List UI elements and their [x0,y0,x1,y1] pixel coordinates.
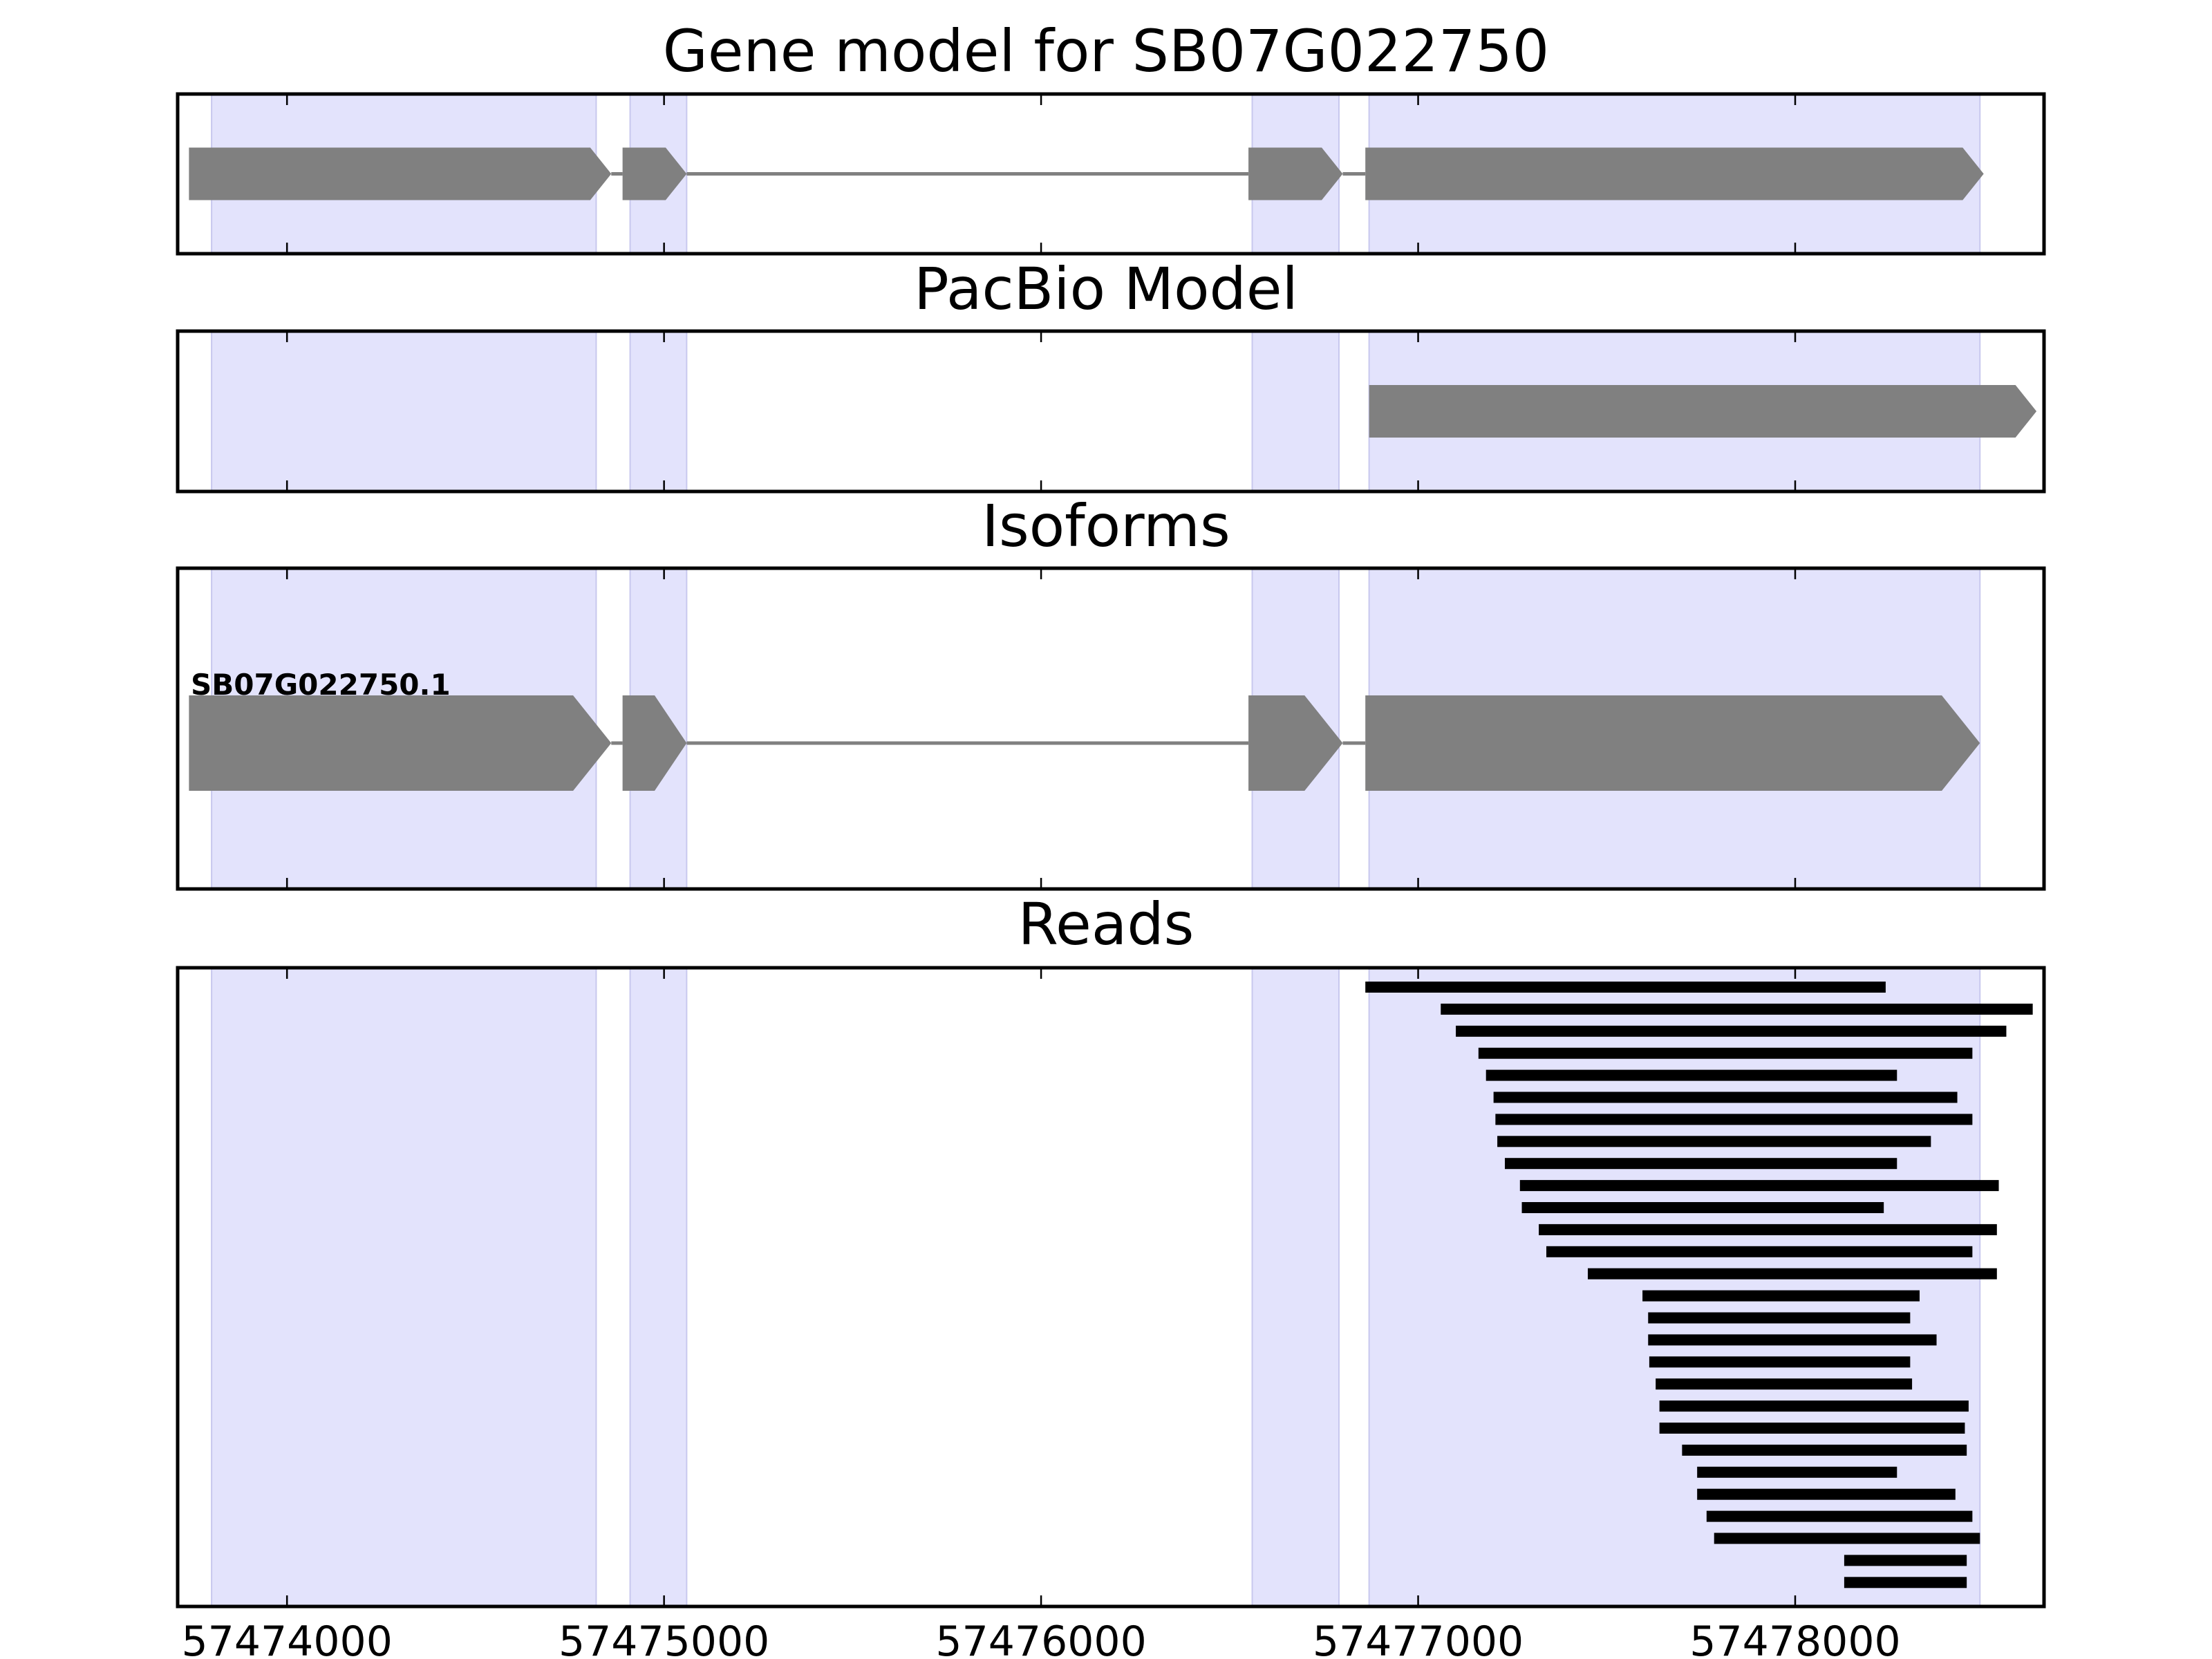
read-bar [1497,1136,1931,1147]
read-bar [1521,1202,1884,1213]
read-bar [1844,1577,1967,1588]
panel-content [176,566,2046,891]
pacbio-model-title: PacBio Model [914,255,1298,323]
gene-model-panel [176,92,2046,256]
read-bar [1456,1025,2007,1037]
exon-block [622,695,687,791]
panel-content [176,329,2046,494]
read-bar [1441,1003,2033,1015]
exon-block [1365,147,1984,200]
read-bar [1539,1224,1997,1235]
exon-block [189,695,612,791]
x-tick-label: 57475000 [559,1618,769,1659]
read-bar [1505,1158,1897,1170]
highlight-region [629,330,688,492]
read-bar [1493,1091,1958,1103]
highlight-region [629,967,688,1607]
x-tick-label: 57477000 [1313,1618,1524,1659]
read-bar [1546,1246,1973,1257]
isoforms-panel: SB07G022750.1 [176,566,2046,891]
highlight-region [1251,330,1340,492]
highlight-region [211,967,597,1607]
read-bar [1714,1533,1980,1544]
isoform-label: SB07G022750.1 [191,668,451,702]
exon-block [1248,147,1343,200]
read-bar [1642,1290,1920,1302]
read-bar [1485,1069,1897,1081]
read-bar [1495,1114,1973,1125]
reads-title: Reads [1018,890,1194,958]
reads-panel [176,966,2046,1609]
read-bar [1844,1555,1967,1566]
read-bar [1648,1334,1937,1346]
highlight-region [1368,967,1981,1607]
read-bar [1656,1378,1913,1390]
read-bar [1648,1312,1911,1324]
panel-frame [176,566,2046,891]
read-bar [1588,1268,1997,1280]
read-bar [1659,1400,1969,1412]
read-bar [1519,1180,1999,1192]
highlight-region [1251,967,1340,1607]
isoforms-title: Isoforms [982,492,1230,560]
panel-content [176,966,2046,1609]
x-tick-label: 57478000 [1689,1618,1900,1659]
read-bar [1659,1423,1965,1434]
panel-frame [176,92,2046,256]
exon-block [1369,385,2037,438]
read-bar [1649,1356,1911,1368]
read-bar [1697,1466,1897,1478]
x-axis-tick-labels: 57474000 57475000 57476000 57477000 57478000 [181,1618,1900,1659]
exon-block [1248,695,1343,791]
read-bar [1706,1510,1973,1522]
read-bar [1478,1047,1973,1059]
gene-model-title: Gene model for SB07G022750 [663,17,1549,85]
panel-frame [176,966,2046,1609]
panel-frame [176,329,2046,494]
read-bar [1697,1488,1956,1500]
panel-content [176,92,2046,256]
read-bar [1682,1444,1967,1456]
exon-block [1365,695,1980,791]
exon-block [189,147,612,200]
x-tick-label: 57476000 [935,1618,1146,1659]
pacbio-model-panel [176,329,2046,494]
read-bar [1365,982,1886,993]
x-tick-label: 57474000 [181,1618,392,1659]
highlight-region [211,330,597,492]
exon-block [622,147,687,200]
